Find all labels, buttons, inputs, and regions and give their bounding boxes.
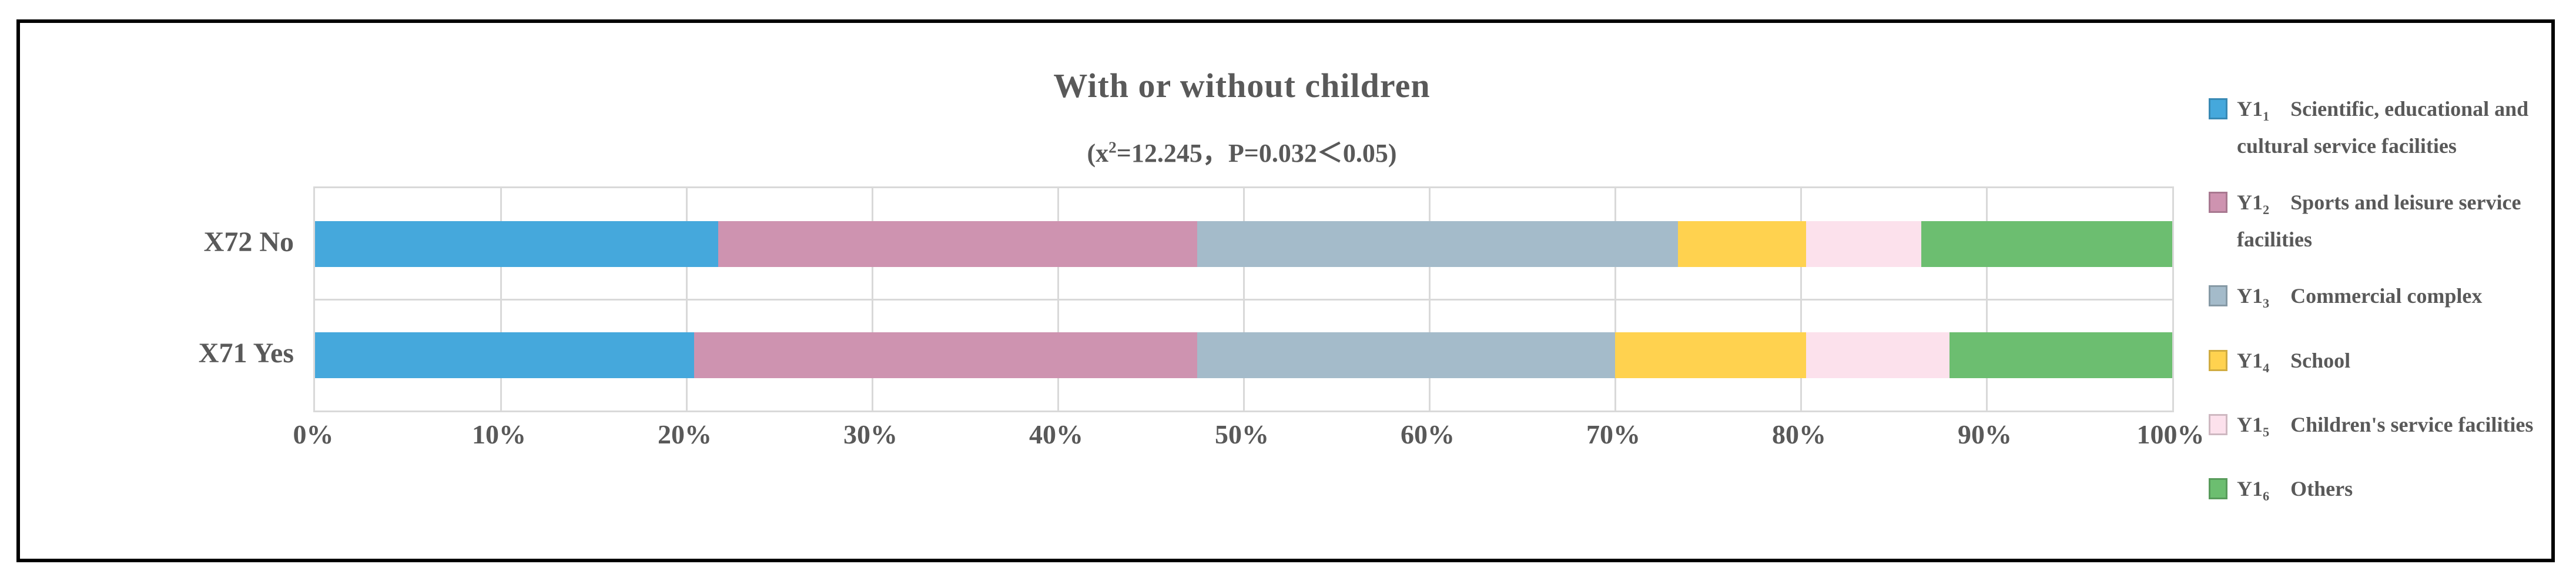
tick-label-100pct: 100% xyxy=(2136,419,2205,449)
bar-segment-series-5 xyxy=(1806,332,1949,378)
legend-swatch-icon xyxy=(2209,478,2227,499)
legend-label: Y11 Scientific, educational and cultural… xyxy=(2237,97,2529,158)
bar-segment-series-3 xyxy=(1197,221,1679,267)
bar-segment-series-2 xyxy=(718,221,1197,267)
tick-label-10pct: 10% xyxy=(472,419,526,449)
bar-segment-series-1 xyxy=(315,332,694,378)
category-label-1: X72 No xyxy=(203,226,294,258)
tick-label-90pct: 90% xyxy=(1958,419,2012,449)
chart-subtitle-superscript: 2 xyxy=(1108,138,1117,156)
legend: Y11 Scientific, educational and cultural… xyxy=(2209,94,2555,511)
legend-label: Y14 School xyxy=(2237,348,2351,375)
legend-label: Y12 Sports and leisure service facilitie… xyxy=(2237,191,2521,252)
legend-label: Y15 Children's service facilities xyxy=(2237,412,2534,439)
gridline-horizontal-middle xyxy=(315,299,2172,301)
bar-segment-series-6 xyxy=(1949,332,2172,378)
bar-segment-series-6 xyxy=(1921,221,2172,267)
bar-segment-series-2 xyxy=(694,332,1197,378)
legend-item-6: Y16 Others xyxy=(2209,474,2555,511)
legend-swatch-icon xyxy=(2209,413,2227,435)
tick-label-80pct: 80% xyxy=(1772,419,1826,449)
bar-segment-series-4 xyxy=(1615,332,1807,378)
chart-subtitle: (x2=12.245，P=0.032＜0.05) xyxy=(313,132,2170,169)
legend-item-1: Y11 Scientific, educational and cultural… xyxy=(2209,94,2555,161)
tick-label-70pct: 70% xyxy=(1586,419,1640,449)
tick-label-20pct: 20% xyxy=(658,419,712,449)
legend-label: Y16 Others xyxy=(2237,476,2353,504)
legend-item-2: Y12 Sports and leisure service facilitie… xyxy=(2209,188,2555,254)
bar-row-2 xyxy=(315,332,2172,378)
legend-swatch-icon xyxy=(2209,98,2227,119)
tick-label-30pct: 30% xyxy=(843,419,897,449)
tick-label-0pct: 0% xyxy=(293,419,334,449)
category-label-2: X71 Yes xyxy=(198,337,294,369)
chart-title: With or without children xyxy=(1053,66,1431,105)
tick-label-40pct: 40% xyxy=(1029,419,1083,449)
tick-label-60pct: 60% xyxy=(1401,419,1455,449)
legend-swatch-icon xyxy=(2209,192,2227,213)
tick-label-50pct: 50% xyxy=(1215,419,1269,449)
bar-segment-series-4 xyxy=(1678,221,1807,267)
legend-swatch-icon xyxy=(2209,349,2227,371)
legend-item-4: Y14 School xyxy=(2209,346,2555,383)
plot-area xyxy=(313,186,2174,412)
legend-item-3: Y13 Commercial complex xyxy=(2209,281,2555,318)
legend-label: Y13 Commercial complex xyxy=(2237,284,2483,311)
bar-row-1 xyxy=(315,221,2172,267)
bar-segment-series-5 xyxy=(1806,221,1922,267)
legend-item-5: Y15 Children's service facilities xyxy=(2209,410,2555,447)
chart-subtitle-post: =12.245，P=0.032＜0.05) xyxy=(1116,139,1397,168)
bar-segment-series-1 xyxy=(315,221,718,267)
legend-swatch-icon xyxy=(2209,285,2227,307)
bar-segment-series-3 xyxy=(1197,332,1615,378)
chart-subtitle-pre: (x xyxy=(1087,139,1109,168)
